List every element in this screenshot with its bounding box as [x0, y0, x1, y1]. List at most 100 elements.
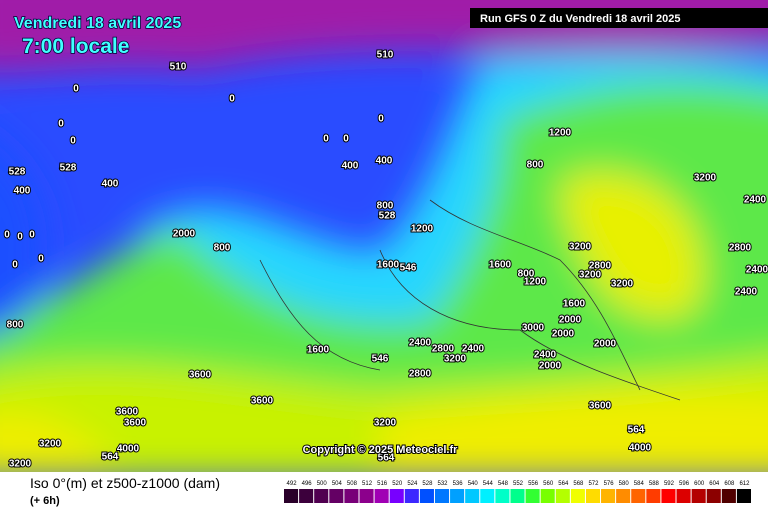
contour-label: 400 [342, 161, 359, 172]
legend-swatch [404, 489, 419, 503]
legend-swatch [284, 489, 299, 503]
run: Run GFS 0 Z du Vendredi 18 avril 2025 [480, 13, 681, 25]
contour-label: 2400 [409, 338, 432, 349]
legend-label: 564 [558, 481, 569, 487]
legend-label: 608 [724, 481, 735, 487]
legend-label: 520 [392, 481, 403, 487]
legend-label: 532 [438, 481, 449, 487]
footer-subtitle: (+ 6h) [30, 495, 60, 507]
contour-label: 2400 [746, 265, 768, 276]
legend-label: 492 [287, 481, 298, 487]
legend-swatch [510, 489, 525, 503]
legend-label: 540 [468, 481, 479, 487]
contour-label: 0 [229, 94, 235, 105]
legend-swatch [540, 489, 555, 503]
legend-label: 600 [694, 481, 705, 487]
contour-label: 528 [60, 163, 77, 174]
contour-label: 546 [400, 263, 417, 274]
contour-label: 3600 [589, 401, 612, 412]
legend-swatch [721, 489, 736, 503]
legend-label: 584 [634, 481, 645, 487]
contour-label: 2400 [744, 195, 767, 206]
legend-label: 560 [543, 481, 554, 487]
contour-label: 3200 [444, 354, 467, 365]
legend-swatch [661, 489, 676, 503]
legend-label: 504 [332, 481, 343, 487]
contour-label: 3600 [116, 407, 139, 418]
legend-swatch [480, 489, 495, 503]
legend-label: 572 [588, 481, 599, 487]
contour-label: 800 [377, 201, 394, 212]
contour-label: 564 [102, 452, 119, 463]
contour-label: 3200 [9, 459, 32, 470]
contour-label: 2800 [432, 344, 455, 355]
legend-swatch [329, 489, 344, 503]
legend-swatch [570, 489, 585, 503]
legend-label: 500 [317, 481, 328, 487]
copyright: Copyright © 2025 Meteociel.fr [303, 444, 459, 456]
contour-label: 0 [17, 232, 23, 243]
contour-label: 0 [12, 260, 18, 271]
contour-label: 0 [378, 114, 384, 125]
coastline [259, 199, 681, 401]
legend-label: 508 [347, 481, 358, 487]
legend-label: 596 [679, 481, 690, 487]
contour-label: 1200 [524, 277, 547, 288]
legend-swatch [555, 489, 570, 503]
legend-label: 588 [649, 481, 660, 487]
contour-label: 3200 [569, 242, 592, 253]
legend-label: 556 [528, 481, 539, 487]
contour-label: 2000 [552, 329, 575, 340]
legend-label: 592 [664, 481, 675, 487]
contour-label: 3600 [251, 396, 274, 407]
contour-label: 2800 [409, 369, 432, 380]
contour-label: 3200 [611, 279, 634, 290]
contour-label: 0 [29, 230, 35, 241]
contour-label: 400 [102, 179, 119, 190]
contour-label: 2400 [534, 350, 557, 361]
contour-label: 510 [170, 62, 187, 73]
legend-swatch [359, 489, 374, 503]
contour-label: 1600 [489, 260, 512, 271]
contour-label: 2400 [735, 287, 758, 298]
contour-label: 3000 [522, 323, 545, 334]
contour-label: 3200 [374, 418, 397, 429]
legend-swatch [736, 489, 751, 503]
legend-label: 496 [302, 481, 313, 487]
legend-swatch [465, 489, 480, 503]
contour-label: 1600 [377, 260, 400, 271]
contour-label: 4000 [117, 444, 140, 455]
contour-label: 0 [343, 134, 349, 145]
legend-swatch [676, 489, 691, 503]
contour-label: 1600 [563, 299, 586, 310]
legend-label: 612 [739, 481, 750, 487]
contour-label: 1200 [549, 128, 572, 139]
legend-swatch [585, 489, 601, 503]
contour-label: 800 [7, 320, 24, 331]
footer-title: Iso 0°(m) et z500-z1000 (dam) [30, 475, 220, 491]
legend-swatch [495, 489, 510, 503]
legend-label: 552 [513, 481, 524, 487]
contour-label: 528 [379, 211, 396, 222]
legend-label: 544 [483, 481, 494, 487]
legend-swatch [450, 489, 465, 503]
contour-label: 3200 [39, 439, 62, 450]
contour-label: 2800 [729, 243, 752, 254]
legend-swatch [299, 489, 314, 503]
legend-label: 568 [573, 481, 584, 487]
legend-label: 536 [453, 481, 464, 487]
legend-swatch [601, 489, 616, 503]
legend-swatch [374, 489, 389, 503]
legend-swatch [434, 489, 450, 503]
legend-swatch [419, 489, 434, 503]
contour-label: 0 [70, 136, 76, 147]
contour-label: 0 [73, 84, 79, 95]
contour-label: 564 [628, 425, 645, 436]
contour-label: 528 [9, 167, 26, 178]
contour-label: 3200 [694, 173, 717, 184]
legend-swatch [706, 489, 721, 503]
legend-label: 524 [407, 481, 418, 487]
run-banner [470, 8, 768, 28]
